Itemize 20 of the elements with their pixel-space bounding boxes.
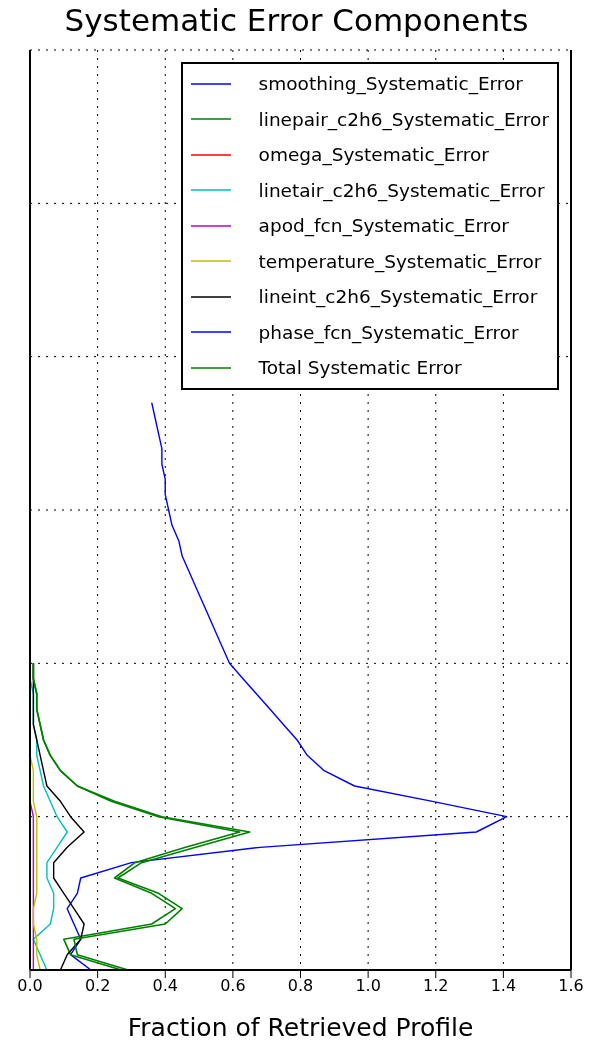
x-tick-label: 1.0 <box>355 976 381 996</box>
legend-label: linetair_c2h6_Systematic_Error <box>258 179 545 201</box>
x-tick-label: 1.2 <box>423 976 449 996</box>
x-tick-label: 0.8 <box>287 976 314 996</box>
x-tick-label: 1.4 <box>490 976 517 996</box>
legend-label: temperature_Systematic_Error <box>258 250 542 272</box>
x-tick-label: 0.4 <box>152 976 178 996</box>
legend-label: Total Systematic Error <box>258 357 462 379</box>
legend-label: apod_fcn_Systematic_Error <box>258 215 509 237</box>
x-tick-label: 1.6 <box>558 976 584 996</box>
legend-label: smoothing_Systematic_Error <box>258 73 523 95</box>
x-tick-label: 0.0 <box>17 976 43 996</box>
legend-label: linepair_c2h6_Systematic_Error <box>258 108 549 130</box>
chart-title: Systematic Error Components <box>63 2 530 38</box>
legend-label: omega_Systematic_Error <box>258 144 489 166</box>
x-tick-label: 0.6 <box>220 976 246 996</box>
legend-label: lineint_c2h6_Systematic_Error <box>258 286 538 308</box>
legend-label: phase_fcn_Systematic_Error <box>258 321 519 343</box>
x-axis-title: Fraction of Retrieved Profile <box>127 1013 474 1042</box>
x-tick-label: 0.2 <box>84 976 111 996</box>
